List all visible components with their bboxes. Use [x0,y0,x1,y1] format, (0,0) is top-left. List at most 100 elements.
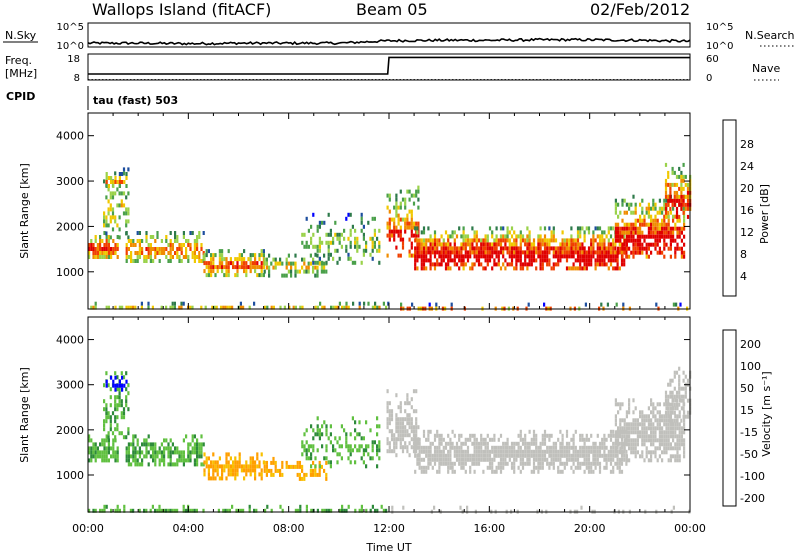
heatmap-cell [517,433,520,438]
heatmap-cell [336,305,339,310]
heatmap-cell [587,437,591,442]
heatmap-cell [285,257,288,262]
heatmap-cell [664,202,668,207]
heatmap-cell [650,398,653,403]
heatmap-cell [408,401,411,406]
heatmap-cell [617,402,620,407]
heatmap-cell [614,238,617,243]
heatmap-cell [621,242,624,247]
heatmap-cell [274,460,277,465]
heatmap-cell [519,433,522,438]
heatmap-cell [652,234,655,239]
heatmap-cell [508,445,511,450]
heatmap-cell [232,468,235,473]
heatmap-cell [254,468,257,473]
heatmap-cell [210,257,213,262]
heatmap-cell [583,250,586,255]
heatmap-cell [390,417,394,422]
heatmap-cell [160,251,163,255]
heatmap-cell [559,246,562,251]
heatmap-cell [585,437,588,442]
heatmap-cell [486,449,489,454]
heatmap-cell [260,468,263,473]
heatmap-cell [107,438,110,443]
heatmap-cell [499,469,503,474]
heatmap-cell [634,450,637,455]
heatmap-cell [592,242,595,247]
heatmap-cell [416,246,419,251]
heatmap-cell [433,250,437,255]
heatmap-cell [216,265,219,270]
y-tick-label: 1000 [56,469,84,482]
heatmap-cell [125,255,128,259]
heatmap-cell [118,176,121,180]
heatmap-cell [510,262,514,267]
heatmap-cell [367,220,370,225]
heatmap-cell [620,262,624,267]
heatmap-cell [103,231,106,235]
heatmap-cell [641,206,644,211]
heatmap-cell [395,437,398,442]
heatmap-cell [408,189,411,194]
heatmap-cell [125,211,128,216]
heatmap-cell [596,445,599,450]
heatmap-cell [537,242,540,247]
heatmap-cell [621,434,624,439]
heatmap-cell [121,387,124,392]
heatmap-cell [406,225,409,230]
heatmap-cell [585,445,588,450]
heatmap-cell [132,239,135,243]
heatmap-cell [141,450,144,455]
heatmap-cell [433,449,437,454]
heatmap-cell [362,452,365,457]
heatmap-cell [620,457,624,462]
heatmap-cell [125,387,128,392]
heatmap-cell [625,202,628,207]
heatmap-cell [410,233,413,238]
heatmap-cell [579,230,582,235]
heatmap-cell [583,234,586,239]
heatmap-cell [221,269,224,274]
heatmap-cell [371,248,374,253]
heatmap-cell [193,508,196,513]
heatmap-cell [630,230,633,235]
heatmap-cell [248,508,251,513]
heatmap-cell [132,450,135,455]
heatmap-cell [296,472,299,477]
heatmap-cell [401,433,405,438]
heatmap-cell [619,418,622,423]
heatmap-cell [592,254,595,259]
heatmap-cell [236,468,239,473]
heatmap-cell [645,438,648,443]
heatmap-cell [460,465,463,470]
heatmap-cell [634,430,637,435]
heatmap-cell [96,446,99,451]
heatmap-cell [319,301,322,306]
heatmap-cell [450,302,453,307]
heatmap-cell [614,250,617,255]
heatmap-cell [105,215,108,220]
heatmap-cell [652,242,655,247]
heatmap-cell [661,230,664,235]
heatmap-cell [386,225,389,230]
heatmap-cell [451,230,454,235]
heatmap-cell [415,189,418,194]
heatmap-cell [519,457,522,462]
heatmap-cell [429,242,432,247]
heatmap-cell [623,446,626,451]
heatmap-cell [546,433,549,438]
heatmap-cell [565,461,569,466]
heatmap-cell [415,425,418,430]
heatmap-cell [596,461,599,466]
heatmap-cell [495,453,498,458]
heatmap-cell [438,457,441,462]
heatmap-cell [185,434,188,439]
heatmap-cell [228,508,231,513]
heatmap-cell [614,430,617,435]
heatmap-cell [658,438,661,443]
heatmap-cell [103,508,106,513]
heatmap-cell [598,242,602,247]
heatmap-cell [330,305,333,310]
heatmap-cell [484,250,487,255]
heatmap-cell [565,457,569,462]
